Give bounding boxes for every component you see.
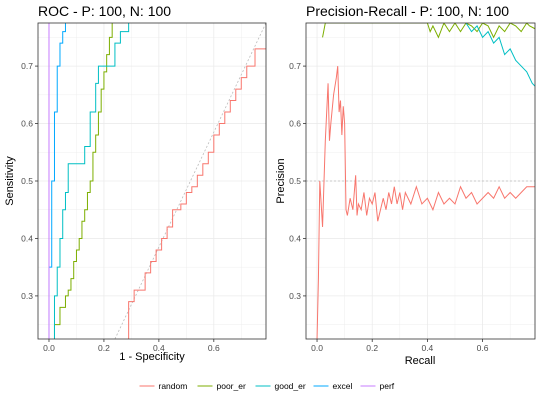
pr-x-ticks: 0.0 0.2 0.4 0.6 [311, 339, 489, 353]
pr-x-axis-title: Recall [405, 355, 436, 367]
roc-y-tick-label: 0.5 [21, 176, 33, 186]
roc-y-tick-label: 0.6 [21, 119, 33, 129]
roc-series-good-er [53, 23, 130, 339]
pr-y-tick-label: 0.7 [289, 61, 301, 71]
legend: random poor_er good_er excel perf [139, 381, 395, 391]
pr-grid [306, 23, 535, 339]
roc-x-ticks: 0.0 0.2 0.4 0.6 [43, 339, 220, 353]
roc-series-random [128, 48, 266, 339]
pr-y-axis-title: Precision [275, 158, 287, 203]
legend-label: excel [333, 381, 353, 391]
legend-label: perf [380, 381, 395, 391]
legend-label: random [159, 381, 188, 391]
roc-x-tick-label: 0.0 [43, 343, 55, 353]
roc-y-tick-label: 0.3 [21, 291, 33, 301]
roc-x-tick-label: 0.4 [153, 343, 165, 353]
roc-x-tick-label: 0.2 [98, 343, 110, 353]
pr-panel: Precision-Recall - P: 100, N: 100 0.0 0.2… [275, 3, 536, 367]
legend-item-poor-er: poor_er [197, 381, 246, 391]
roc-panel: ROC - P: 100, N: 100 0.0 0.2 0.4 0.6 0.3 0.4… [4, 3, 267, 363]
pr-x-tick-label: 0.0 [311, 343, 323, 353]
pr-series-good-er [465, 23, 535, 87]
pr-x-tick-label: 0.4 [421, 343, 433, 353]
legend-item-random: random [139, 381, 188, 391]
roc-series-poor-er [53, 23, 113, 339]
roc-y-tick-label: 0.4 [21, 233, 33, 243]
legend-item-good-er: good_er [255, 381, 306, 391]
pr-x-tick-label: 0.6 [477, 343, 489, 353]
pr-series [316, 23, 535, 339]
legend-label: good_er [275, 381, 306, 391]
roc-series [48, 23, 266, 339]
pr-y-tick-label: 0.6 [289, 119, 301, 129]
roc-y-axis-title: Sensitivity [4, 156, 16, 206]
pr-x-tick-label: 0.2 [366, 343, 378, 353]
roc-y-tick-label: 0.7 [21, 61, 33, 71]
pr-y-tick-label: 0.5 [289, 176, 301, 186]
pr-y-ticks: 0.3 0.4 0.5 0.6 0.7 [289, 61, 306, 301]
pr-series-random [316, 66, 535, 339]
roc-title: ROC - P: 100, N: 100 [38, 3, 171, 19]
legend-item-excel: excel [313, 381, 353, 391]
legend-label: poor_er [217, 381, 246, 391]
pr-y-tick-label: 0.3 [289, 291, 301, 301]
pr-title: Precision-Recall - P: 100, N: 100 [306, 3, 509, 19]
roc-x-axis-title: 1 - Specificity [119, 351, 185, 363]
pr-y-tick-label: 0.4 [289, 233, 301, 243]
roc-x-tick-label: 0.6 [208, 343, 220, 353]
roc-series-excel [48, 23, 66, 339]
roc-y-ticks: 0.3 0.4 0.5 0.6 0.7 [21, 61, 38, 301]
legend-item-perf: perf [360, 381, 395, 391]
